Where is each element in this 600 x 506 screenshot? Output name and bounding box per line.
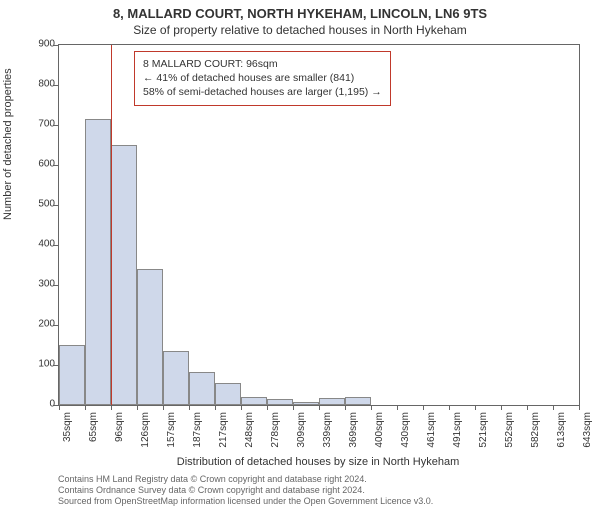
x-tick-label: 96sqm [114,412,125,442]
x-tick-mark [163,405,164,410]
attribution-line: Sourced from OpenStreetMap information l… [58,496,578,506]
y-tick-label: 500 [38,199,55,210]
x-tick-label: 369sqm [348,412,359,448]
histogram-bar [241,397,267,405]
attribution-text: Contains HM Land Registry data © Crown c… [58,474,578,506]
x-tick-label: 430sqm [400,412,411,448]
histogram-bar [137,269,163,405]
x-tick-mark [423,405,424,410]
y-tick-label: 700 [38,119,55,130]
y-tick-label: 200 [38,319,55,330]
x-tick-mark [215,405,216,410]
x-tick-mark [85,405,86,410]
y-tick-label: 800 [38,79,55,90]
y-tick-label: 100 [38,359,55,370]
x-tick-mark [449,405,450,410]
x-tick-label: 582sqm [530,412,541,448]
x-tick-mark [241,405,242,410]
page-title-line1: 8, MALLARD COURT, NORTH HYKEHAM, LINCOLN… [0,0,600,21]
attribution-line: Contains HM Land Registry data © Crown c… [58,474,578,485]
histogram-bar [85,119,111,405]
x-tick-mark [189,405,190,410]
x-tick-mark [345,405,346,410]
histogram-bar [111,145,137,405]
x-tick-mark [137,405,138,410]
x-tick-mark [267,405,268,410]
page-title-line2: Size of property relative to detached ho… [0,21,600,41]
histogram-bar [59,345,85,405]
x-tick-mark [59,405,60,410]
x-tick-label: 126sqm [140,412,151,448]
x-tick-label: 521sqm [478,412,489,448]
x-tick-mark [293,405,294,410]
histogram-bar [293,402,319,405]
x-tick-label: 217sqm [218,412,229,448]
y-tick-label: 400 [38,239,55,250]
x-tick-label: 339sqm [322,412,333,448]
x-tick-mark [397,405,398,410]
y-tick-label: 900 [38,39,55,50]
x-tick-label: 613sqm [556,412,567,448]
x-tick-label: 461sqm [426,412,437,448]
histogram-bar [267,399,293,405]
y-axis-label: Number of detached properties [2,68,14,220]
x-tick-label: 309sqm [296,412,307,448]
x-tick-label: 491sqm [452,412,463,448]
x-tick-mark [553,405,554,410]
chart-plot-area: 8 MALLARD COURT: 96sqm← 41% of detached … [58,44,580,406]
x-tick-label: 65sqm [88,412,99,442]
x-tick-mark [501,405,502,410]
annotation-title: 8 MALLARD COURT: 96sqm [143,57,382,71]
x-tick-label: 278sqm [270,412,281,448]
x-tick-label: 157sqm [166,412,177,448]
x-tick-mark [371,405,372,410]
y-tick-label: 600 [38,159,55,170]
histogram-bar [319,398,345,405]
x-tick-label: 35sqm [62,412,73,442]
x-tick-mark [579,405,580,410]
x-axis-label: Distribution of detached houses by size … [58,456,578,468]
x-tick-mark [319,405,320,410]
x-tick-label: 552sqm [504,412,515,448]
histogram-bar [189,372,215,405]
x-tick-label: 248sqm [244,412,255,448]
x-tick-label: 187sqm [192,412,203,448]
attribution-line: Contains Ordnance Survey data © Crown co… [58,485,578,496]
histogram-bar [215,383,241,405]
y-tick-label: 0 [49,399,55,410]
x-tick-mark [475,405,476,410]
x-tick-mark [111,405,112,410]
subject-marker-line [111,45,112,405]
annotation-callout: 8 MALLARD COURT: 96sqm← 41% of detached … [134,51,391,106]
x-tick-label: 643sqm [582,412,593,448]
histogram-bar [345,397,371,405]
annotation-line: 58% of semi-detached houses are larger (… [143,85,382,99]
annotation-line: ← 41% of detached houses are smaller (84… [143,71,382,85]
y-tick-label: 300 [38,279,55,290]
histogram-bar [163,351,189,405]
x-tick-label: 400sqm [374,412,385,448]
x-tick-mark [527,405,528,410]
